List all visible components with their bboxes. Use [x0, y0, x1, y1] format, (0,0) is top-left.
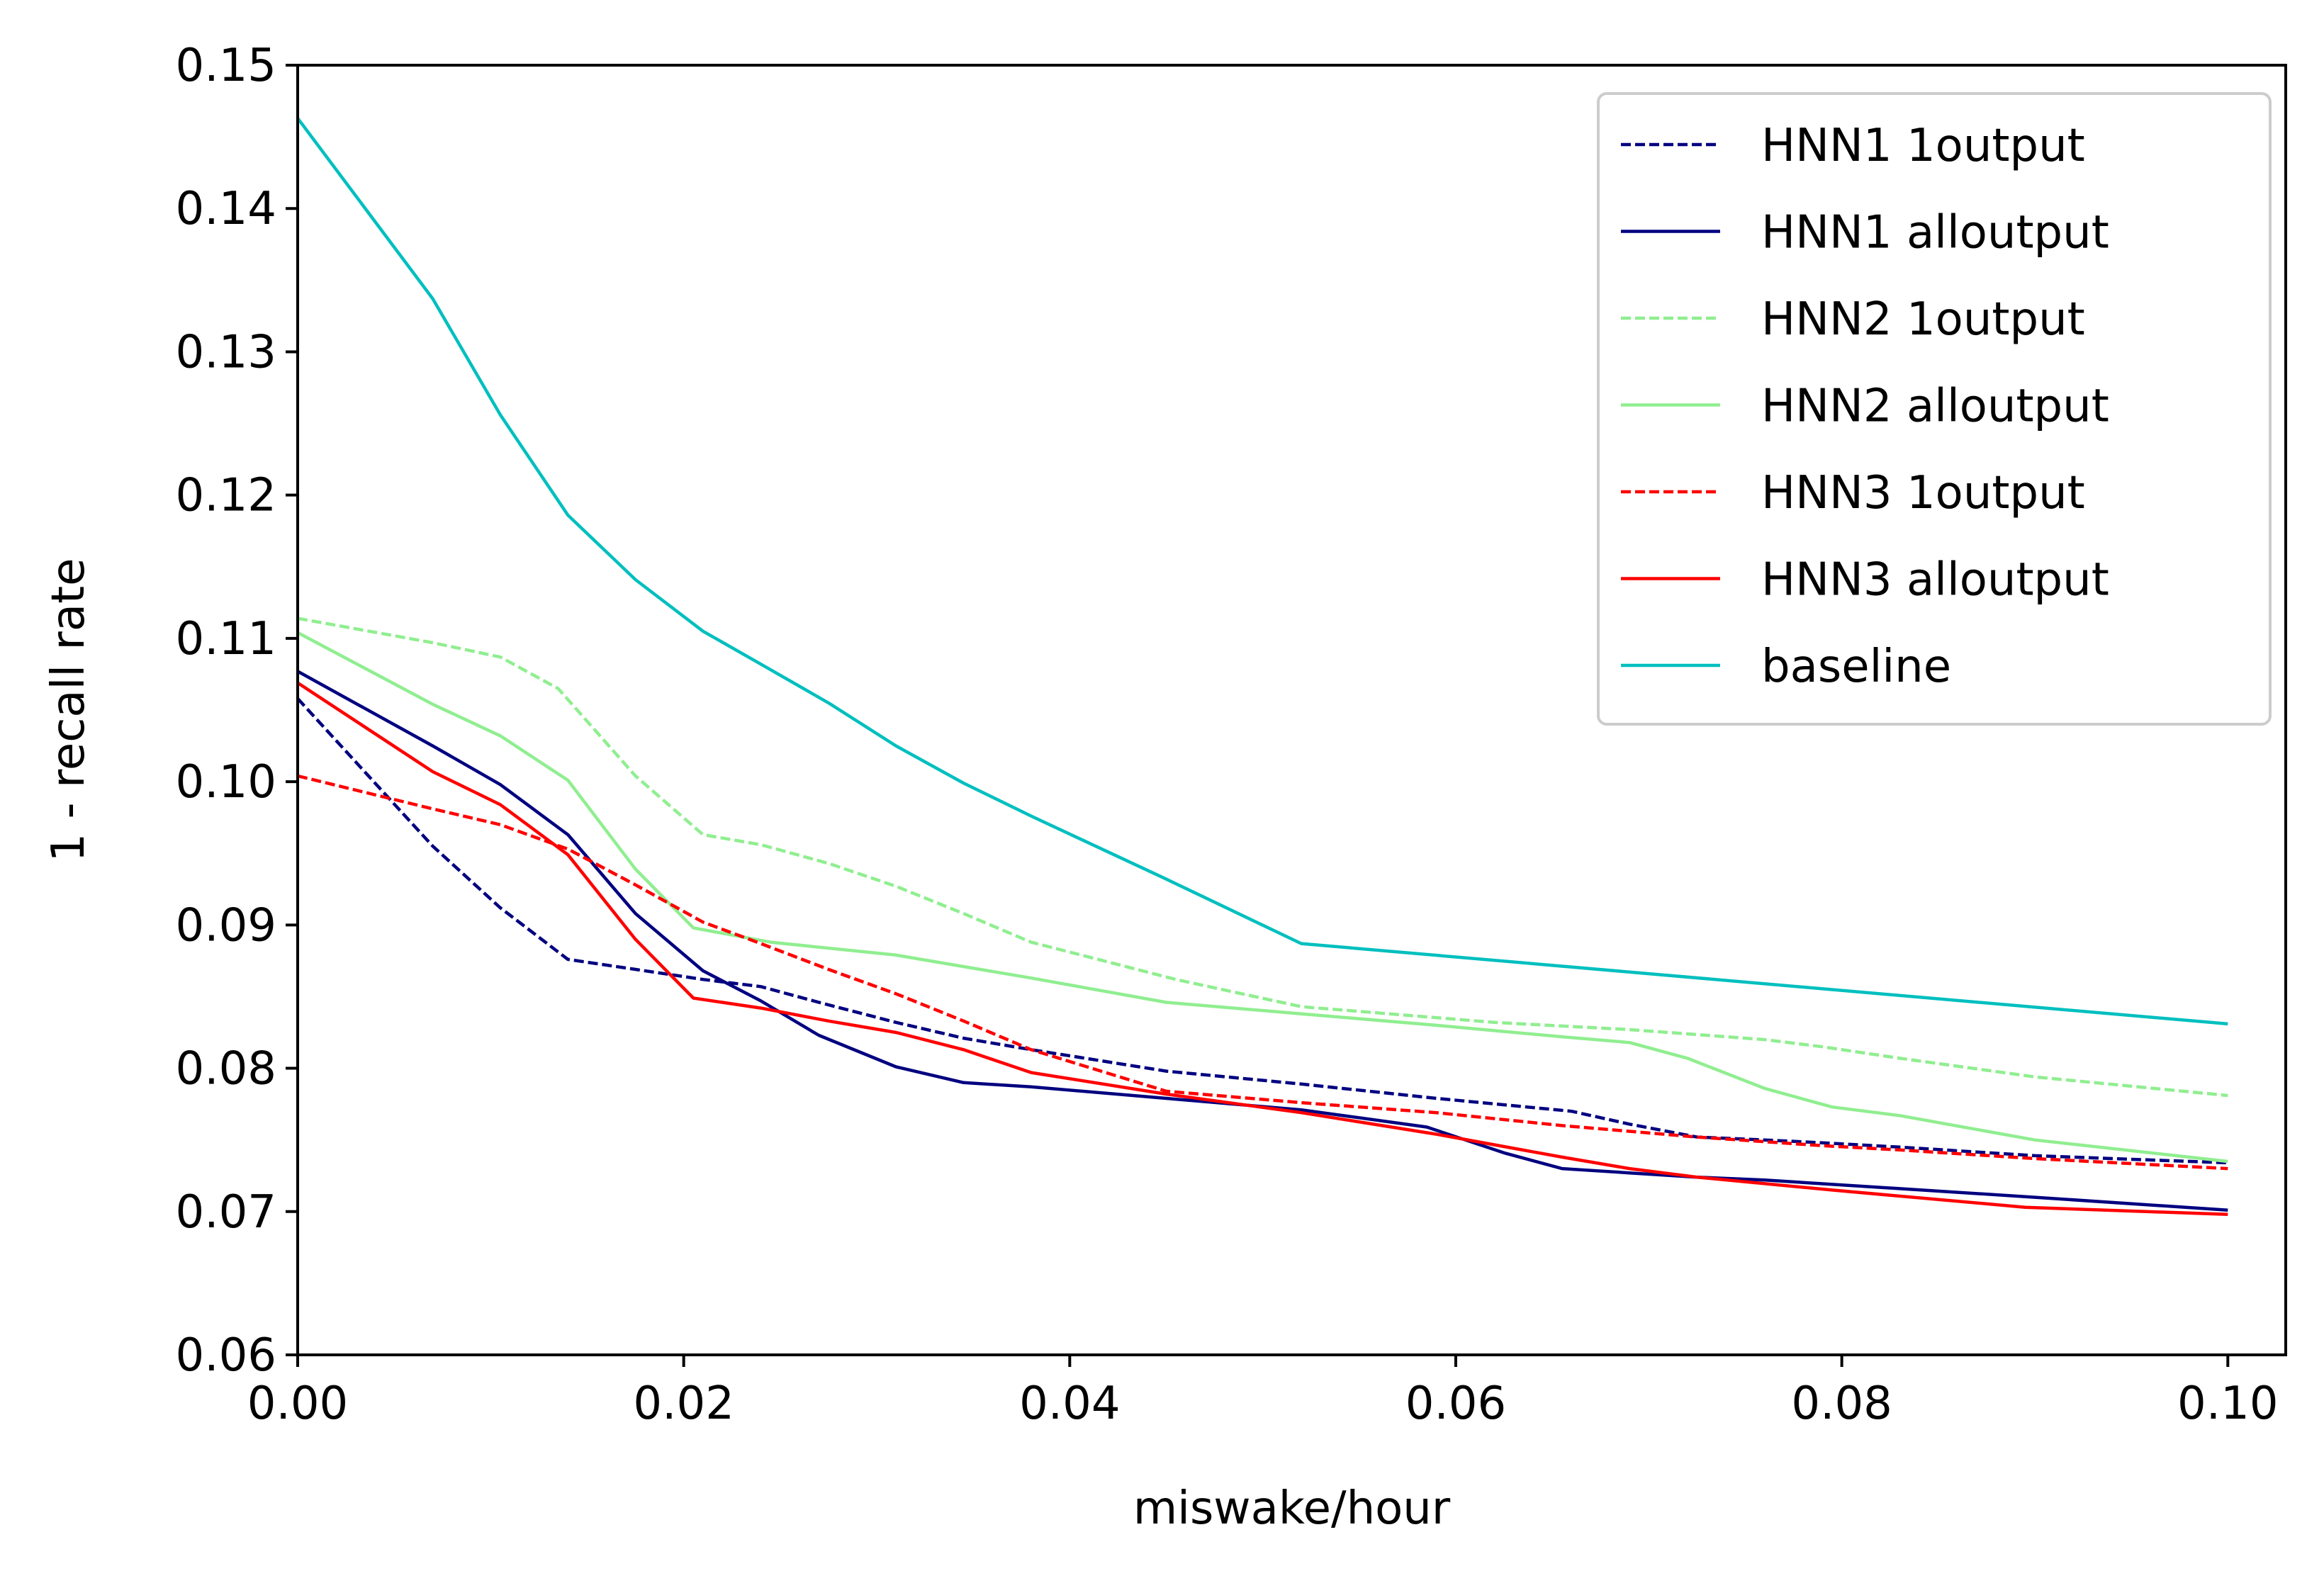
x-tick-label: 0.04: [1019, 1378, 1121, 1430]
y-tick-label: 0.07: [176, 1186, 277, 1239]
y-tick-label: 0.15: [176, 40, 277, 92]
series-layer: [296, 117, 2228, 1217]
x-axis-label: miswake/hour: [1133, 1482, 1451, 1535]
series-line-hnn2-1output: [297, 616, 2228, 1098]
legend-label: HNN2 1output: [1761, 293, 2085, 346]
y-tick-label: 0.08: [176, 1043, 277, 1096]
legend: HNN1 1output HNN1 alloutput HNN2 1output HN…: [1597, 92, 2272, 726]
y-tick-label: 0.09: [176, 899, 277, 952]
x-tick-label: 0.06: [1405, 1378, 1507, 1430]
legend-label: baseline: [1761, 641, 1951, 693]
x-axis-ticks: 0.00 0.02 0.04 0.06 0.08 0.10: [247, 1355, 2279, 1430]
series-line-baseline: [296, 117, 2228, 1026]
x-tick-label: 0.00: [247, 1378, 349, 1430]
y-tick-label: 0.11: [176, 613, 277, 665]
legend-frame: [1597, 92, 2272, 726]
series-line-hnn1-alloutput: [296, 670, 2228, 1212]
y-axis-ticks: 0.06 0.07 0.08 0.09 0.10 0.11 0.12 0.13 0.14 0.15: [176, 40, 298, 1382]
y-tick-label: 0.10: [176, 756, 277, 809]
y-tick-label: 0.14: [176, 183, 277, 235]
series-line-hnn2-alloutput: [296, 631, 2228, 1164]
x-tick-label: 0.02: [633, 1378, 734, 1430]
series-line-hnn3-alloutput: [296, 681, 2228, 1217]
series-line-hnn3-1output: [297, 774, 2228, 1171]
legend-label: HNN3 1output: [1761, 467, 2085, 519]
legend-label: HNN1 alloutput: [1761, 207, 2109, 259]
y-axis-label: 1 - recall rate: [43, 558, 95, 862]
x-tick-label: 0.10: [2177, 1378, 2279, 1430]
legend-label: HNN2 alloutput: [1761, 381, 2109, 433]
legend-label: HNN3 alloutput: [1761, 554, 2109, 607]
x-tick-label: 0.08: [1791, 1378, 1892, 1430]
legend-label: HNN1 1output: [1761, 120, 2085, 172]
y-tick-label: 0.13: [176, 326, 277, 378]
y-tick-label: 0.06: [176, 1329, 277, 1382]
y-tick-label: 0.12: [176, 470, 277, 522]
series-line-hnn1-1output: [296, 697, 2228, 1165]
plot-frame: [296, 64, 2287, 1356]
